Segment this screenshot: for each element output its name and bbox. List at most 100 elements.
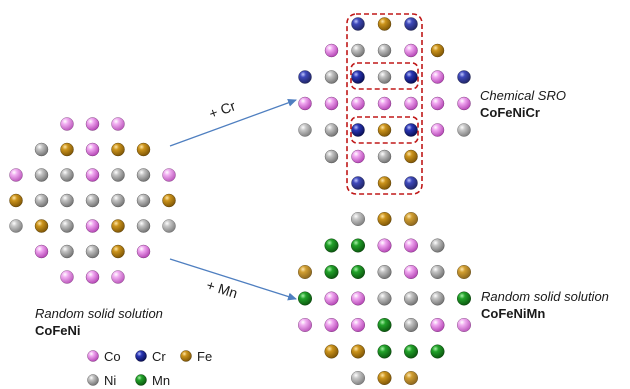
legend-swatch-fe bbox=[180, 350, 192, 362]
legend-swatch-cr bbox=[135, 350, 147, 362]
atom-cr bbox=[351, 176, 365, 190]
atom-fe bbox=[430, 43, 445, 58]
atom-ni bbox=[377, 70, 392, 84]
sro-box-row5 bbox=[350, 116, 419, 144]
left-atom-grid bbox=[9, 117, 176, 284]
atom-cr bbox=[404, 123, 418, 137]
atom-co bbox=[60, 117, 74, 131]
atom-ni bbox=[457, 123, 471, 137]
left-caption-formula: CoFeNi bbox=[35, 323, 81, 338]
atom-ni bbox=[136, 219, 151, 233]
atom-co bbox=[85, 168, 100, 182]
atom-cr bbox=[351, 17, 365, 31]
atom-co bbox=[404, 238, 419, 253]
atom-ni bbox=[60, 244, 74, 259]
atom-fe bbox=[377, 123, 392, 137]
atom-cr bbox=[457, 70, 471, 84]
atom-ni bbox=[404, 291, 419, 306]
atom-co bbox=[404, 43, 418, 58]
atom-co bbox=[351, 318, 366, 333]
atom-co bbox=[457, 318, 472, 333]
atom-co bbox=[351, 96, 365, 111]
atom-ni bbox=[111, 193, 125, 208]
top-right-caption-formula: CoFeNiCr bbox=[480, 105, 540, 120]
atom-ni bbox=[9, 219, 23, 233]
atom-mn bbox=[324, 265, 339, 280]
atom-co bbox=[404, 265, 419, 280]
atom-ni bbox=[60, 193, 74, 208]
legend-label-cr: Cr bbox=[152, 349, 166, 364]
atom-ni bbox=[85, 244, 100, 259]
atom-fe bbox=[111, 142, 125, 157]
atom-fe bbox=[298, 265, 313, 280]
bottom-right-caption-title: Random solid solution bbox=[481, 289, 609, 304]
atom-fe bbox=[324, 344, 339, 359]
atom-ni bbox=[34, 168, 49, 182]
atom-co bbox=[34, 244, 49, 259]
atom-co bbox=[136, 244, 151, 259]
atom-mn bbox=[351, 238, 366, 253]
atom-mn bbox=[377, 344, 392, 359]
atom-co bbox=[351, 291, 366, 306]
legend-label-fe: Fe bbox=[197, 349, 212, 364]
atom-cr bbox=[298, 70, 312, 84]
atom-cr bbox=[404, 17, 418, 31]
atom-ni bbox=[377, 265, 392, 280]
atom-fe bbox=[351, 344, 366, 359]
atom-fe bbox=[377, 176, 392, 190]
atom-cr bbox=[351, 70, 365, 84]
sro-box-row3 bbox=[350, 62, 419, 90]
atom-mn bbox=[351, 265, 366, 280]
atom-co bbox=[9, 168, 23, 182]
top-right-atom-grid bbox=[298, 17, 471, 190]
atom-ni bbox=[60, 219, 74, 233]
atom-mn bbox=[298, 291, 313, 306]
atom-ni bbox=[162, 219, 176, 233]
element-legend: Co Cr Fe Ni Mn bbox=[87, 349, 212, 388]
atom-co bbox=[85, 117, 100, 131]
atom-mn bbox=[457, 291, 472, 306]
atom-ni bbox=[60, 168, 74, 182]
atom-ni bbox=[111, 168, 125, 182]
atom-fe bbox=[162, 193, 176, 208]
atom-fe bbox=[404, 371, 419, 386]
atom-ni bbox=[351, 211, 366, 226]
sro-highlight-boxes bbox=[346, 13, 423, 195]
atom-fe bbox=[136, 142, 151, 157]
atom-co bbox=[430, 123, 445, 137]
legend-label-co: Co bbox=[104, 349, 121, 364]
atom-ni bbox=[324, 123, 339, 137]
atom-co bbox=[377, 96, 392, 111]
atom-ni bbox=[324, 149, 339, 164]
atom-mn bbox=[404, 344, 419, 359]
atom-fe bbox=[377, 371, 392, 386]
atom-mn bbox=[324, 238, 339, 253]
atom-fe bbox=[404, 149, 418, 164]
atom-fe bbox=[457, 265, 472, 280]
atom-co bbox=[430, 318, 445, 333]
atom-co bbox=[430, 96, 445, 111]
atom-co bbox=[85, 270, 100, 284]
atom-fe bbox=[34, 219, 49, 233]
atom-fe bbox=[377, 211, 392, 226]
legend-label-ni: Ni bbox=[104, 373, 116, 388]
atom-co bbox=[377, 238, 392, 253]
arrow-plus-mn bbox=[169, 258, 297, 301]
atom-mn bbox=[377, 318, 392, 333]
bottom-right-caption-formula: CoFeNiMn bbox=[481, 306, 545, 321]
atom-co bbox=[404, 96, 418, 111]
atom-ni bbox=[430, 265, 445, 280]
atom-co bbox=[85, 142, 100, 157]
legend-label-mn: Mn bbox=[152, 373, 170, 388]
atom-cr bbox=[404, 70, 418, 84]
atom-co bbox=[430, 70, 445, 84]
legend-swatch-ni bbox=[87, 374, 99, 386]
atom-ni bbox=[377, 291, 392, 306]
bottom-right-atom-grid bbox=[298, 211, 472, 386]
legend-swatch-mn bbox=[135, 374, 147, 386]
left-caption-title: Random solid solution bbox=[35, 306, 163, 321]
atom-fe bbox=[60, 142, 74, 157]
arrow-plus-cr bbox=[169, 98, 297, 147]
atom-co bbox=[85, 219, 100, 233]
atom-co bbox=[298, 318, 313, 333]
